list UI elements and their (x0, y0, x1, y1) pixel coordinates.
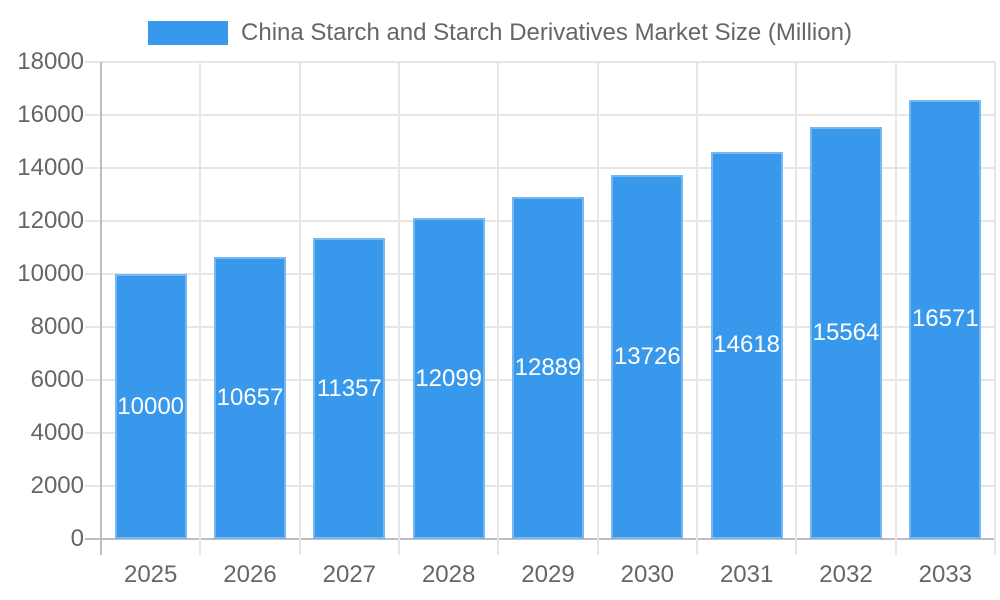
gridline-vertical (398, 62, 400, 539)
x-axis-tick (298, 539, 301, 555)
y-axis-tick (85, 114, 101, 116)
x-axis-tick (696, 539, 698, 555)
bar[interactable]: 15564 (810, 126, 882, 539)
bar-value-label: 11357 (316, 374, 382, 402)
gridline-vertical (696, 62, 698, 539)
x-axis-tick (894, 539, 897, 555)
legend-swatch (148, 21, 229, 45)
x-tick-label: 2025 (123, 561, 178, 588)
gridline-vertical (994, 62, 996, 539)
bar-value-label: 12889 (514, 354, 582, 382)
bar-value-label: 12099 (415, 364, 483, 392)
x-axis-tick (596, 539, 599, 555)
x-tick-label: 2028 (421, 561, 476, 588)
x-axis-tick (994, 539, 996, 555)
x-tick-label: 2031 (719, 561, 774, 588)
bar[interactable]: 10000 (114, 274, 187, 539)
x-tick-label: 2033 (918, 561, 973, 588)
y-axis-tick (85, 379, 101, 381)
y-tick-label: 12000 (17, 207, 84, 234)
gridline-vertical (795, 62, 798, 539)
y-axis-tick (85, 432, 101, 434)
x-axis-line (85, 538, 995, 540)
bar[interactable]: 14618 (710, 151, 783, 539)
gridline-vertical (894, 62, 897, 539)
gridline-vertical (298, 62, 301, 539)
y-tick-label: 18000 (17, 48, 84, 75)
gridline-vertical (596, 62, 599, 539)
bar[interactable]: 10657 (214, 256, 286, 539)
gridline-vertical (497, 62, 500, 539)
y-tick-label: 10000 (17, 260, 84, 287)
y-axis-tick (85, 61, 101, 63)
bar-value-label: 10000 (117, 392, 185, 420)
bar[interactable]: 11357 (313, 238, 386, 539)
legend[interactable]: China Starch and Starch Derivatives Mark… (0, 19, 1000, 47)
gridline-horizontal (101, 114, 995, 116)
x-tick-label: 2029 (521, 561, 575, 588)
bar-value-label: 13726 (613, 343, 681, 371)
bar-value-label: 15564 (812, 318, 880, 346)
legend-label: China Starch and Starch Derivatives Mark… (241, 19, 852, 46)
gridline-horizontal (101, 61, 995, 63)
gridline-vertical (199, 62, 202, 539)
y-tick-label: 8000 (30, 313, 84, 340)
y-tick-label: 4000 (30, 419, 84, 446)
bar[interactable]: 12099 (412, 218, 485, 539)
y-tick-label: 6000 (30, 366, 84, 393)
plot-area: 0 2000 4000 6000 8000 10000 12000 14000 16000 180… (17, 48, 996, 588)
bar-value-label: 10657 (216, 383, 284, 411)
x-axis-tick (199, 539, 202, 555)
gridline-horizontal (101, 167, 995, 169)
bar[interactable]: 13726 (611, 175, 684, 539)
bar-value-label: 14618 (713, 331, 781, 359)
bar[interactable]: 16571 (909, 99, 982, 539)
y-tick-label: 14000 (17, 154, 84, 181)
y-axis-tick (85, 326, 101, 328)
x-axis-tick (795, 539, 798, 555)
x-tick-label: 2032 (819, 561, 873, 588)
y-tick-label: 16000 (17, 101, 84, 128)
y-axis-tick (85, 220, 101, 222)
x-tick-label: 2027 (322, 561, 377, 588)
x-tick-label: 2030 (620, 561, 675, 588)
bar[interactable]: 12889 (512, 197, 584, 539)
y-axis-tick (85, 485, 101, 487)
bar-value-label: 16571 (911, 305, 979, 333)
y-axis-line (100, 62, 102, 555)
y-axis-tick (85, 273, 101, 275)
x-axis-tick (398, 539, 400, 555)
y-tick-label: 2000 (30, 472, 84, 499)
y-axis-tick (85, 167, 101, 169)
y-tick-label: 0 (70, 525, 84, 552)
x-tick-label: 2026 (223, 561, 277, 588)
x-axis-tick (497, 539, 500, 555)
